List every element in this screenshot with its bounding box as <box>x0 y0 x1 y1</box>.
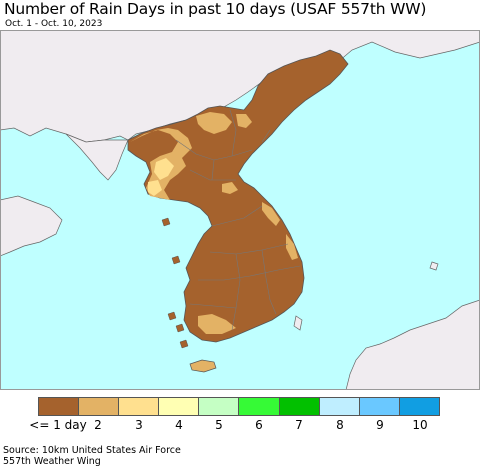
legend-swatch <box>359 398 400 415</box>
legend-swatches <box>38 397 440 416</box>
rain-2day-coast <box>222 182 238 194</box>
color-legend: <= 1 day 2 3 4 5 6 7 8 9 10 <box>29 397 440 437</box>
legend-label: 10 <box>412 418 428 432</box>
province-borders <box>175 109 301 331</box>
japan-landmass <box>345 299 480 390</box>
legend-label: <= 1 day <box>29 418 87 432</box>
shandong-peninsula <box>0 195 63 257</box>
dokdo-island <box>429 261 439 271</box>
rain-3day-southwest <box>148 180 162 196</box>
date-range: Oct. 1 - Oct. 10, 2023 <box>5 19 103 29</box>
tsushima-island <box>293 315 303 331</box>
legend-label: 8 <box>336 418 344 432</box>
legend-label: 4 <box>175 418 183 432</box>
rain-2day-east-coast <box>262 202 280 226</box>
legend-label: 9 <box>376 418 384 432</box>
source-line-2: 557th Weather Wing <box>3 456 101 467</box>
rain-2day-north-2 <box>236 114 252 128</box>
rain-2day-south <box>198 314 236 334</box>
southwest-islands <box>161 217 189 349</box>
rain-2day-north <box>196 112 232 134</box>
legend-swatch <box>199 398 240 415</box>
legend-swatch <box>159 398 200 415</box>
legend-label: 3 <box>135 418 143 432</box>
rain-2day-east-coast-2 <box>286 234 298 260</box>
rain-days-map <box>0 30 480 390</box>
liaodong-peninsula <box>65 133 129 181</box>
legend-label: 2 <box>94 418 102 432</box>
korean-peninsula <box>127 49 349 343</box>
source-line-1: Source: 10km United States Air Force <box>3 445 181 456</box>
legend-label: 7 <box>295 418 303 432</box>
legend-swatch <box>119 398 160 415</box>
rain-3day-west <box>154 158 174 180</box>
legend-swatch <box>319 398 360 415</box>
legend-swatch <box>399 398 439 415</box>
jeju-island <box>189 359 217 373</box>
legend-ticks: <= 1 day 2 3 4 5 6 7 8 9 10 <box>29 418 440 434</box>
source-note: Source: 10km United States Air Force 557… <box>3 445 181 467</box>
legend-swatch <box>279 398 320 415</box>
legend-swatch <box>39 398 80 415</box>
legend-label: 5 <box>215 418 223 432</box>
legend-swatch <box>79 398 120 415</box>
legend-swatch <box>239 398 280 415</box>
legend-label: 6 <box>255 418 263 432</box>
map-title: Number of Rain Days in past 10 days (USA… <box>4 0 427 18</box>
